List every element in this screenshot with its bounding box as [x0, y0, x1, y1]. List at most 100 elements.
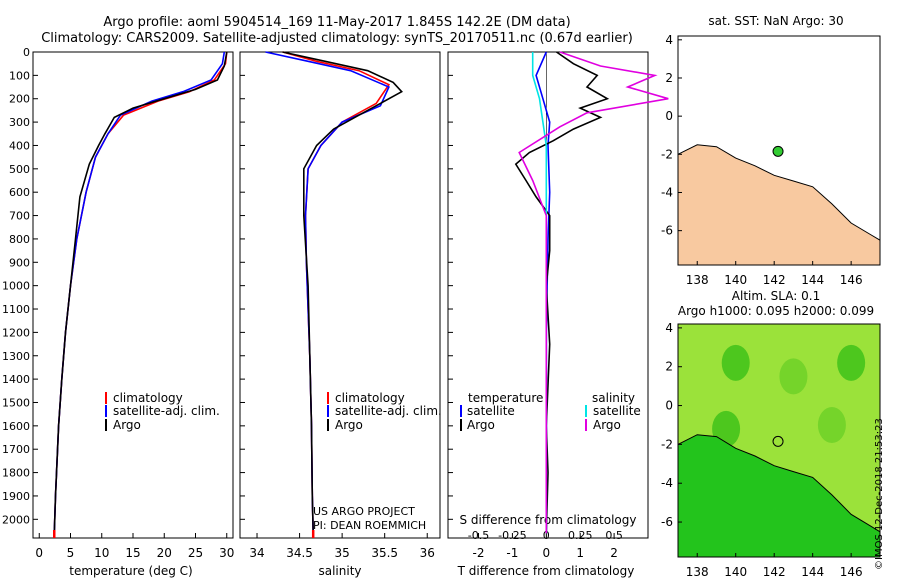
legend1-argo: Argo [113, 418, 141, 432]
series-argo [282, 51, 403, 534]
temperature-panel [32, 51, 234, 539]
y-tick-label: 1700 [2, 443, 30, 456]
land-mass [677, 144, 881, 266]
series-climatology [282, 51, 391, 534]
series-s-satellite [531, 52, 548, 534]
x-tick-label: 0 [35, 546, 43, 560]
map-x-tick-label: 138 [686, 273, 709, 287]
x-tick-label: 0 [542, 546, 550, 560]
salinity-panel [239, 51, 441, 539]
y-tick-label: 800 [9, 233, 30, 246]
map-y-tick-label: -6 [661, 515, 673, 529]
y-tick-label: 300 [9, 116, 30, 129]
y-tick-label: 1500 [2, 396, 30, 409]
y-tick-label: 500 [9, 163, 30, 176]
y-tick-label: 900 [9, 256, 30, 269]
y-tick-label: 600 [9, 186, 30, 199]
credit-line2: PI: DEAN ROEMMICH [313, 519, 426, 532]
map-y-tick-label: -2 [661, 147, 673, 161]
chart-marks: 0100200300400500600700800900100011001200… [2, 33, 881, 579]
legend3-t-argo: Argo [467, 418, 495, 432]
y-tick-label: 700 [9, 210, 30, 223]
salinity-legend: climatology satellite-adj. clim. Argo [327, 391, 442, 432]
legend2-satellite: satellite-adj. clim. [335, 404, 442, 418]
map-x-tick-label: 144 [801, 273, 824, 287]
sla-blob [779, 358, 808, 395]
map-y-tick-label: 4 [665, 33, 673, 47]
legend3-temperature-title: temperature [468, 391, 543, 405]
map-x-tick-label: 146 [840, 273, 863, 287]
map-y-tick-label: 0 [665, 109, 673, 123]
y-tick-label: 100 [9, 69, 30, 82]
y-tick-label: 1000 [2, 280, 30, 293]
s-tick-label: -0.5 [468, 529, 489, 542]
map-x-tick-label: 146 [840, 565, 863, 579]
y-tick-label: 200 [9, 93, 30, 106]
y-tick-label: 1100 [2, 303, 30, 316]
credit-line1: US ARGO PROJECT [313, 505, 415, 518]
y-tick-label: 1900 [2, 490, 30, 503]
x-tick-label: 30 [219, 546, 234, 560]
y-tick-label: 1200 [2, 326, 30, 339]
difference-xlabel: T difference from climatology [457, 564, 635, 578]
x-tick-label: 35 [334, 546, 349, 560]
series-climatology [53, 51, 228, 534]
argo-position-marker [772, 435, 784, 447]
x-tick-label: 35.5 [371, 546, 398, 560]
x-tick-label: 1 [576, 546, 584, 560]
sla-blob [721, 344, 750, 381]
y-tick-label: 400 [9, 139, 30, 152]
timestamp-watermark: ©IMOS 12-Dec-2018 21:53:23 [874, 418, 885, 570]
y-tick-label: 1800 [2, 467, 30, 480]
y-tick-label: 1400 [2, 373, 30, 386]
y-tick-label: 1300 [2, 350, 30, 363]
map2-title-line1: Altim. SLA: 0.1 [732, 289, 820, 303]
series-satellite-adj-clim- [265, 51, 390, 534]
sla-blob [817, 406, 846, 443]
map-y-tick-label: -4 [661, 476, 673, 490]
map-x-tick-label: 140 [724, 273, 747, 287]
x-tick-label: 15 [125, 546, 140, 560]
legend3-t-satellite: satellite [467, 404, 515, 418]
series-satellite-adj-clim- [53, 51, 226, 534]
land-mass [677, 434, 881, 558]
legend2-argo: Argo [335, 418, 363, 432]
map-y-tick-label: 0 [665, 399, 673, 413]
map-x-tick-label: 138 [686, 565, 709, 579]
series-s-argo [518, 51, 669, 534]
argo-position-marker [772, 145, 784, 157]
legend3-s-satellite: satellite [593, 404, 641, 418]
sla-blob [837, 344, 866, 381]
x-tick-label: 34.5 [286, 546, 313, 560]
difference-top-xlabel: S difference from climatology [460, 513, 637, 527]
x-tick-label: -2 [473, 546, 485, 560]
temperature-xlabel: temperature (deg C) [69, 564, 192, 578]
s-tick-label: 0.25 [568, 529, 593, 542]
x-tick-label: 34 [249, 546, 264, 560]
map-y-tick-label: 4 [665, 321, 673, 335]
map-x-tick-label: 142 [763, 565, 786, 579]
map-x-tick-label: 142 [763, 273, 786, 287]
map-y-tick-label: -2 [661, 437, 673, 451]
difference-panel [447, 51, 649, 539]
map1-title: sat. SST: NaN Argo: 30 [708, 14, 843, 28]
x-tick-label: 5 [67, 546, 75, 560]
map-y-tick-label: -4 [661, 185, 673, 199]
x-tick-label: 10 [94, 546, 109, 560]
map-y-tick-label: 2 [665, 360, 673, 374]
x-tick-label: 25 [188, 546, 203, 560]
legend2-climatology: climatology [335, 391, 405, 405]
map-x-tick-label: 140 [724, 565, 747, 579]
x-tick-label: 2 [610, 546, 618, 560]
legend1-satellite: satellite-adj. clim. [113, 404, 220, 418]
s-tick-label: 0.5 [605, 529, 623, 542]
x-tick-label: -1 [506, 546, 518, 560]
series-t-argo [514, 51, 610, 534]
difference-legend: temperature satellite Argo salinity sate… [460, 391, 641, 432]
map2-title-line2: Argo h1000: 0.095 h2000: 0.099 [678, 304, 874, 318]
map-x-tick-label: 144 [801, 565, 824, 579]
legend3-salinity-title: salinity [592, 391, 635, 405]
y-tick-label: 0 [23, 46, 30, 59]
legend3-s-argo: Argo [593, 418, 621, 432]
